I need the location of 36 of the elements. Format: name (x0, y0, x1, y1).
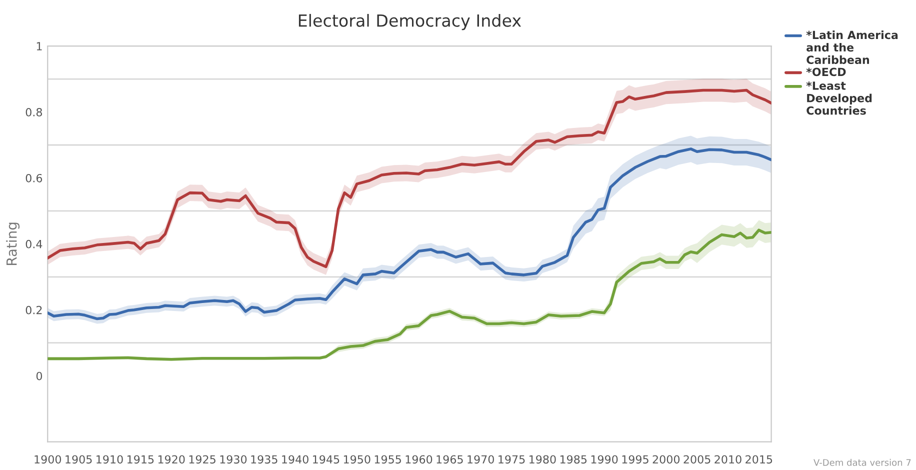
x-tick-label: 1955 (374, 455, 401, 464)
x-tick-label: 2000 (652, 455, 680, 464)
x-tick-label: 1945 (313, 455, 340, 464)
y-tick-label: 0.2 (26, 306, 42, 314)
y-tick-label: 0.4 (26, 240, 42, 248)
legend-label: *Latin America and the Caribbean (806, 30, 898, 64)
y-tick-label: 0.8 (26, 108, 42, 116)
y-tick-label: 0.6 (26, 174, 42, 182)
x-tick-label: 2015 (746, 455, 772, 464)
chart-title: Electoral Democracy Index (298, 14, 522, 30)
x-tick-label: 1940 (282, 455, 308, 464)
x-tick-label: 1980 (530, 455, 556, 464)
x-tick-label: 1925 (189, 455, 216, 464)
y-axis-title: Rating (6, 222, 20, 265)
y-tick-label: 0 (36, 372, 42, 380)
x-tick-label: 1900 (34, 455, 62, 464)
x-tick-label: 1905 (66, 455, 92, 464)
x-tick-label: 2010 (714, 455, 742, 464)
text: V-Dem data version 7 (814, 458, 911, 466)
x-tick-label: 1970 (468, 455, 494, 464)
x-tick-label: 1975 (498, 455, 525, 464)
x-tick-label: 2005 (684, 455, 710, 464)
x-tick-label: 1965 (436, 455, 463, 464)
x-tick-label: 1920 (158, 455, 185, 464)
legend-label: *OECD (806, 68, 846, 76)
x-tick-label: 1935 (251, 455, 278, 464)
x-tick-label: 1950 (344, 455, 370, 464)
legend-label: *Least Developed Countries (806, 81, 872, 115)
x-tick-label: 1910 (96, 455, 123, 464)
x-tick-label: 1990 (591, 455, 618, 464)
x-tick-label: 1915 (127, 455, 154, 464)
x-tick-label: 1930 (220, 455, 247, 464)
x-tick-label: 1995 (622, 455, 648, 464)
y-tick-label: 1 (36, 42, 42, 50)
x-tick-label: 1985 (560, 455, 587, 464)
x-tick-label: 1960 (406, 455, 432, 464)
